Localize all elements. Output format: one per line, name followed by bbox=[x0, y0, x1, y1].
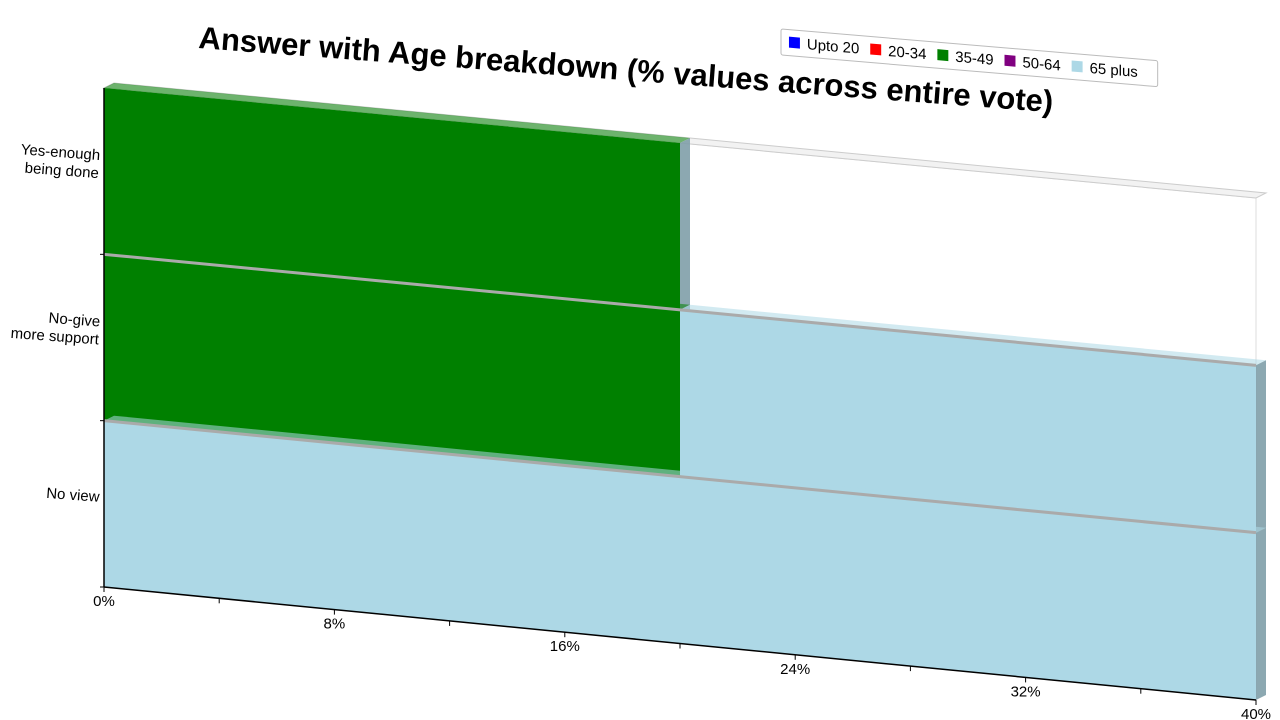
legend-box bbox=[780, 28, 1159, 88]
x-axis: 0% 8% 16% 24% 32% 40% bbox=[93, 88, 1271, 720]
bar-yes-enough-being-done-35-49-side bbox=[680, 138, 690, 310]
legend-item-upto-20: Upto 20 bbox=[788, 36, 859, 58]
legend-label: 65 plus bbox=[1090, 60, 1138, 81]
legend-swatch bbox=[937, 49, 949, 62]
x-tick-label: 16% bbox=[550, 638, 580, 655]
x-tick-label: 24% bbox=[780, 661, 810, 678]
bar-no-give-more-support-35-49-top bbox=[104, 249, 690, 310]
bar-no-view-65-plus-top bbox=[104, 415, 1266, 533]
legend-items: Upto 20 20-34 35-49 50-64 65 plus bbox=[788, 36, 1138, 81]
x-tick-label: 0% bbox=[93, 593, 115, 610]
legend-label: Upto 20 bbox=[807, 36, 859, 57]
bar-no-give-more-support-65-plus bbox=[680, 304, 1266, 533]
category-label-line: No-give bbox=[48, 310, 101, 331]
x-tick-label: 40% bbox=[1241, 706, 1271, 720]
x-tick-label: 8% bbox=[324, 616, 346, 633]
legend-swatch bbox=[1071, 60, 1083, 73]
category-label-line: No view bbox=[46, 485, 101, 506]
row-separator bbox=[103, 252, 1257, 367]
bar-no-give-more-support-65-plus-top bbox=[680, 304, 1266, 366]
bar-no-give-more-support-65-plus-face bbox=[680, 309, 1256, 533]
legend-label: 20-34 bbox=[888, 43, 926, 63]
category-label-no-view: No view bbox=[46, 485, 101, 506]
bar-no-give-more-support-35-49-face bbox=[104, 254, 680, 477]
category-label-line: being done bbox=[24, 160, 99, 183]
legend-swatch bbox=[788, 36, 800, 49]
bar-yes-enough-being-done-35-49 bbox=[104, 83, 690, 310]
legend-label: 50-64 bbox=[1022, 54, 1060, 74]
row-separator bbox=[103, 419, 1257, 535]
legend-item-65-plus: 65 plus bbox=[1071, 60, 1138, 81]
legend-item-50-64: 50-64 bbox=[1004, 54, 1061, 75]
plot-area bbox=[102, 82, 1268, 701]
bar-no-give-more-support-65-plus-side bbox=[1256, 360, 1266, 533]
legend-swatch bbox=[1004, 54, 1016, 67]
category-label-line: Yes-enough bbox=[20, 141, 101, 164]
legend: Upto 20 20-34 35-49 50-64 65 plus bbox=[780, 28, 1159, 88]
legend-item-20-34: 20-34 bbox=[870, 43, 926, 63]
bar-yes-enough-being-done-35-49-face bbox=[104, 88, 680, 310]
legend-swatch bbox=[870, 43, 882, 56]
bar-yes-enough-being-done-35-49-top bbox=[104, 83, 690, 143]
bar-no-view-65-plus bbox=[104, 415, 1266, 700]
x-tick-label: 32% bbox=[1011, 683, 1041, 700]
category-label-line: more support bbox=[10, 325, 100, 349]
bar-no-view-65-plus-face bbox=[104, 420, 1256, 700]
legend-label: 35-49 bbox=[955, 49, 993, 69]
bar-no-view-65-plus-side bbox=[1256, 527, 1266, 700]
legend-item-35-49: 35-49 bbox=[937, 49, 994, 69]
